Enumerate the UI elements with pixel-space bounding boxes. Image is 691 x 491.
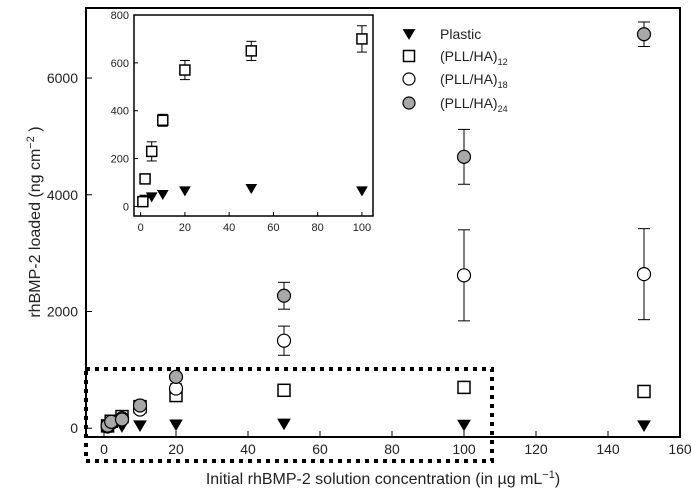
data-point (168, 381, 184, 396)
data-point (456, 268, 472, 283)
data-point (457, 419, 471, 432)
legend-marker (402, 72, 416, 86)
data-point (114, 412, 130, 427)
x-tick-label: 120 (524, 441, 548, 457)
data-point (456, 149, 472, 164)
inset-data-point (179, 186, 191, 197)
data-point (132, 398, 148, 413)
inset-data-point (245, 183, 258, 194)
inset-x-tick-label: 40 (223, 222, 235, 234)
x-axis-title: Initial rhBMP-2 solution concentration (… (206, 469, 560, 488)
x-tick-label: 40 (240, 441, 256, 457)
y-tick-label: 6000 (47, 70, 78, 86)
inset-data-point (179, 64, 191, 76)
inset-data-point (145, 145, 158, 158)
inset-x-tick-label: 0 (138, 222, 144, 234)
data-point (636, 27, 652, 42)
legend-label: Plastic (440, 26, 481, 42)
data-point (636, 267, 652, 282)
inset-data-point (356, 186, 368, 197)
data-point (169, 419, 183, 432)
legend-item-1: (PLL/HA)12 (402, 48, 508, 67)
data-point (276, 288, 292, 303)
inset-data-point (356, 33, 368, 45)
legend-marker (402, 49, 416, 63)
legend-label: (PLL/HA)18 (440, 71, 508, 90)
inset-data-point (137, 195, 149, 208)
legend-item-2: (PLL/HA)18 (402, 71, 508, 90)
x-tick-label: 100 (452, 441, 476, 457)
inset-y-tick-label: 400 (111, 106, 129, 118)
y-tick-label: 0 (70, 420, 78, 436)
inset-data-point (156, 189, 169, 200)
inset-data-point (245, 45, 258, 57)
legend-label: (PLL/HA)24 (440, 95, 508, 114)
data-point (133, 420, 147, 433)
y-axis-title: rhBMP-2 loaded (ng cm−2 ) (25, 126, 44, 317)
y-tick-label: 2000 (47, 304, 78, 320)
inset-data-point (139, 173, 151, 185)
legend-marker (402, 96, 416, 110)
legend-label: (PLL/HA)12 (440, 48, 508, 67)
x-tick-label: 80 (384, 441, 400, 457)
inset-x-tick-label: 20 (179, 222, 191, 234)
x-tick-label: 60 (312, 441, 328, 457)
legend-marker (402, 29, 416, 40)
inset-data-point (145, 192, 158, 203)
data-point (637, 384, 651, 399)
inset-y-tick-label: 200 (111, 154, 129, 166)
legend-item-3: (PLL/HA)24 (402, 95, 508, 114)
data-point (277, 418, 291, 431)
inset-y-tick-label: 800 (111, 10, 129, 22)
legend-item-0: Plastic (402, 26, 481, 42)
inset-plot: 0 20 40 60 80 100 0 200 400 600 800 (111, 10, 374, 234)
x-tick-label: 140 (596, 441, 620, 457)
inset-series-1 (137, 25, 368, 208)
inset-y-tick-label: 0 (123, 201, 129, 213)
inset-y-tick-label: 600 (111, 58, 129, 70)
legend: Plastic (PLL/HA)12 (PLL/HA)18 (PLL/HA)24 (402, 26, 508, 114)
data-point (277, 383, 291, 398)
x-tick-label: 20 (168, 441, 184, 457)
data-point (168, 369, 184, 384)
inset-x-tick-label: 80 (312, 222, 324, 234)
series-3 (100, 21, 652, 433)
data-point (637, 420, 651, 433)
data-point (457, 380, 471, 395)
zoom-region-box (84, 367, 494, 463)
y-tick-label: 4000 (47, 187, 78, 203)
inset-x-tick-label: 60 (267, 222, 279, 234)
x-tick-label: 0 (100, 441, 108, 457)
inset-data-point (157, 114, 169, 127)
inset-x-tick-label: 100 (353, 222, 371, 234)
data-point (276, 333, 292, 348)
x-tick-label: 160 (668, 441, 691, 457)
